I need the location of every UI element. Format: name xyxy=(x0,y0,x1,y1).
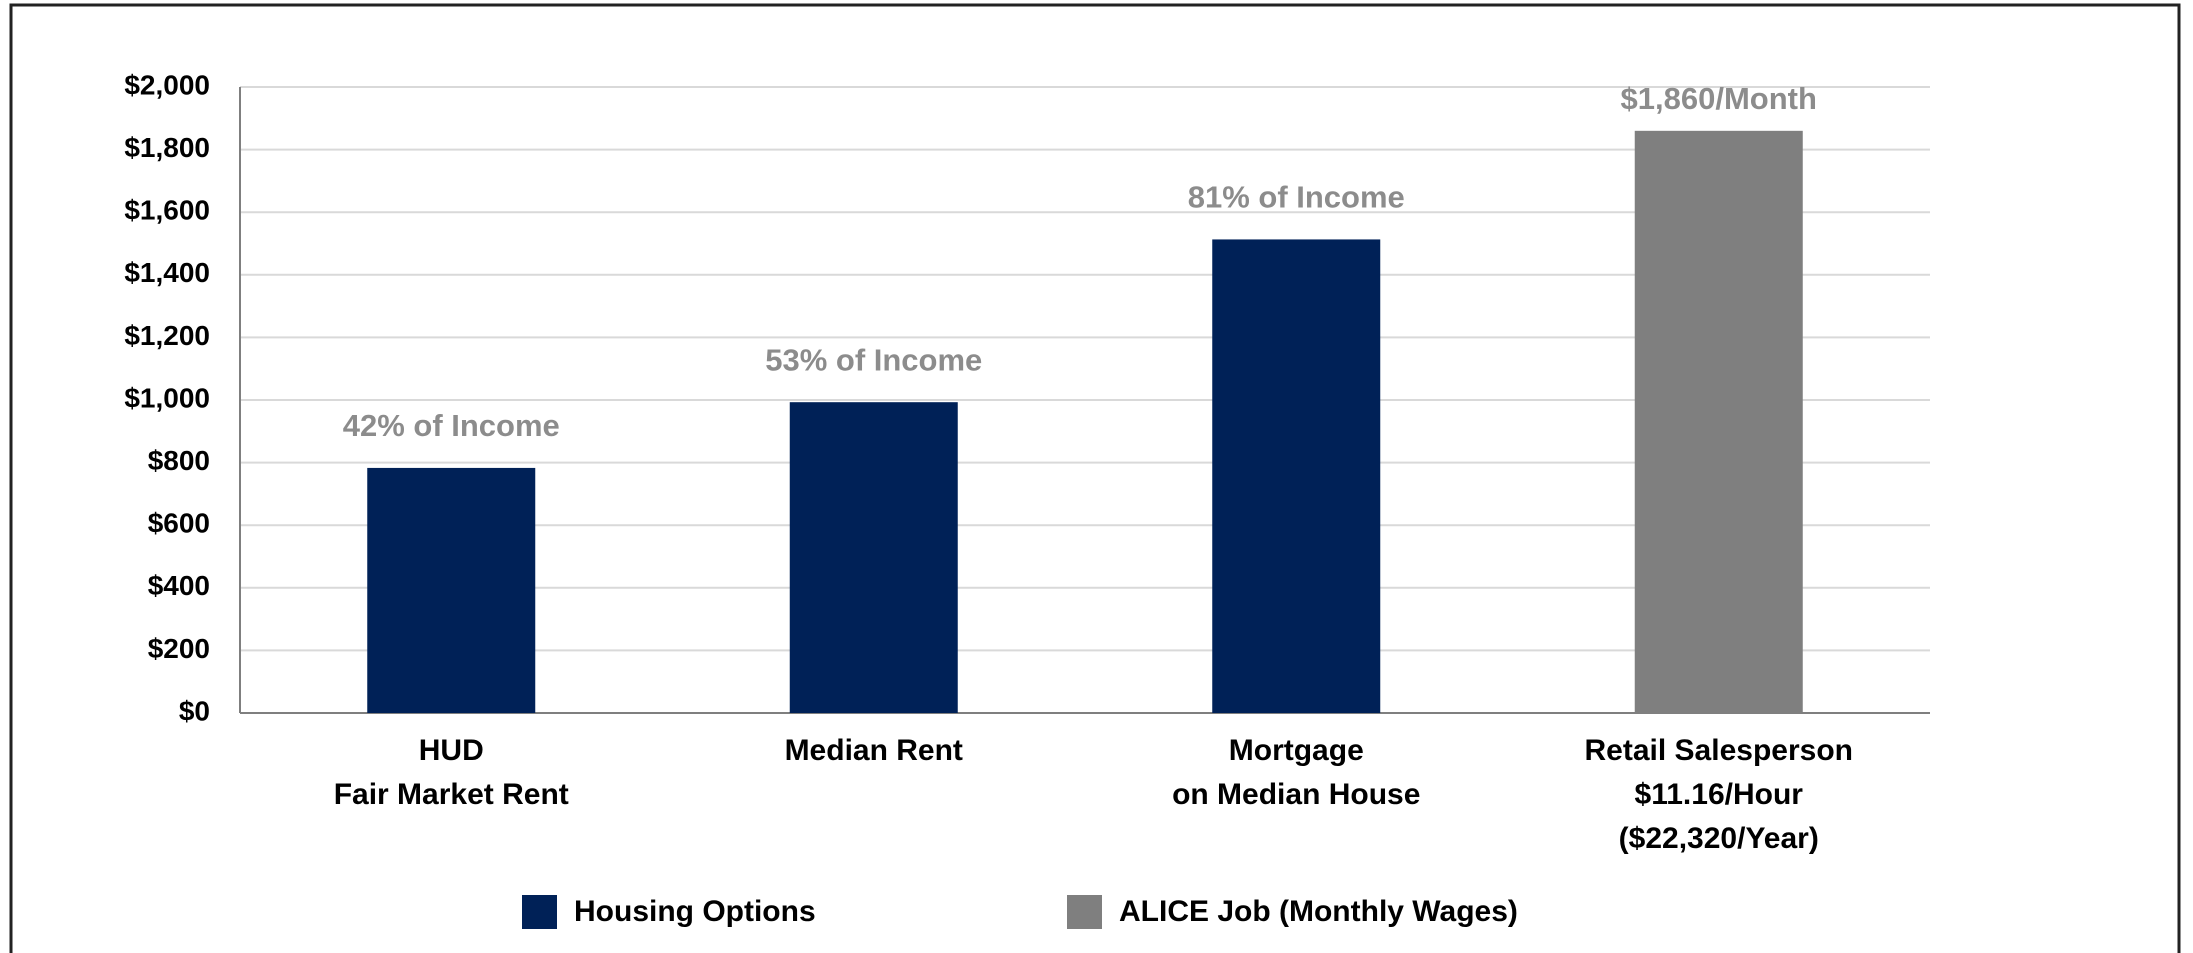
y-tick-label: $2,000 xyxy=(124,69,210,100)
bar xyxy=(1634,130,1803,713)
bar xyxy=(789,402,958,713)
bar xyxy=(367,467,536,713)
legend-label: ALICE Job (Monthly Wages) xyxy=(1119,895,1518,928)
legend-label: Housing Options xyxy=(574,895,816,928)
x-tick-label: Mortgage on Median House xyxy=(1172,734,1420,811)
y-tick-label: $400 xyxy=(148,570,210,601)
y-tick-label: $1,800 xyxy=(124,132,210,163)
y-tick-label: $0 xyxy=(179,695,210,726)
legend-swatch xyxy=(1067,895,1102,929)
annotation: 81% of Income xyxy=(1188,180,1405,215)
data-label: $1,860/Month xyxy=(1621,81,1817,116)
x-tick-label: Median Rent xyxy=(785,734,963,767)
y-tick-label: $800 xyxy=(148,445,210,476)
frame xyxy=(9,3,2181,953)
y-tick-label: $200 xyxy=(148,633,210,664)
y-tick-label: $1,200 xyxy=(124,320,210,351)
y-tick-label: $1,000 xyxy=(124,382,210,413)
bar xyxy=(1212,239,1381,713)
y-tick-label: $600 xyxy=(148,508,210,539)
y-tick-label: $1,600 xyxy=(124,195,210,226)
annotation: 53% of Income xyxy=(765,342,982,377)
legend-swatch xyxy=(522,895,557,929)
annotation: 42% of Income xyxy=(343,408,560,443)
y-tick-label: $1,400 xyxy=(124,257,210,288)
x-tick-label: Retail Salesperson $11.16/Hour ($22,320/Ye… xyxy=(1585,734,1853,855)
x-tick-label: HUD Fair Market Rent xyxy=(334,734,569,811)
